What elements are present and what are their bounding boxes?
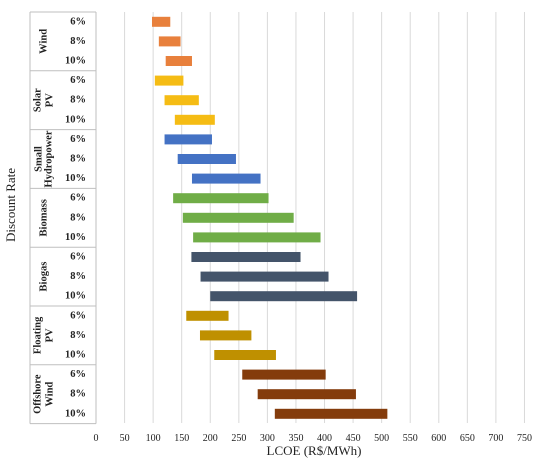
x-tick-label: 0: [94, 433, 99, 444]
lcoe-bar: [210, 291, 358, 302]
group-label: Wind: [39, 29, 50, 54]
lcoe-bar: [257, 389, 356, 400]
rate-label: 10%: [65, 56, 86, 67]
lcoe-bar: [158, 36, 181, 47]
group-label: Hydropower: [44, 130, 55, 187]
rate-label: 10%: [65, 350, 86, 361]
group-label: Small: [34, 146, 45, 172]
rate-label: 6%: [70, 75, 86, 86]
x-tick-label: 350: [288, 433, 303, 444]
lcoe-bar: [200, 271, 329, 282]
x-axis-title: LCOE (R$/MWh): [267, 443, 362, 458]
x-tick-label: 500: [374, 433, 389, 444]
lcoe-bar: [193, 232, 321, 243]
grid-lines: [95, 12, 525, 423]
lcoe-bar: [154, 75, 184, 86]
rate-label: 10%: [65, 232, 86, 243]
category-frame: [29, 11, 97, 425]
x-tick-label: 750: [517, 433, 532, 444]
x-tick-label: 150: [174, 433, 189, 444]
lcoe-bar: [164, 95, 199, 106]
lcoe-bar: [199, 330, 252, 341]
lcoe-bar: [182, 212, 294, 223]
group-label: Floating: [33, 316, 44, 354]
group-label: Wind: [45, 382, 56, 407]
x-tick-label: 400: [317, 433, 332, 444]
rate-label: 6%: [70, 252, 86, 263]
rate-label: 10%: [65, 291, 86, 302]
x-tick-labels: 0 50 100 150 200 250 300 350 400 450 500 550 600 650 7…: [94, 433, 532, 444]
rate-label: 6%: [70, 193, 86, 204]
x-tick-label: 50: [120, 433, 130, 444]
lcoe-bar: [173, 193, 269, 204]
rate-label: 10%: [65, 114, 86, 125]
x-tick-label: 250: [231, 433, 246, 444]
rate-label: 8%: [70, 212, 86, 223]
group-label: Solar: [33, 88, 44, 112]
rate-label: 8%: [70, 95, 86, 106]
rate-label: 8%: [70, 389, 86, 400]
rate-label: 10%: [65, 408, 86, 419]
y-axis-title: Discount Rate: [3, 168, 18, 242]
lcoe-bar: [186, 310, 229, 321]
lcoe-bar: [164, 134, 212, 145]
lcoe-bar: [177, 154, 236, 164]
x-tick-label: 650: [460, 433, 475, 444]
lcoe-bar: [191, 173, 261, 184]
x-tick-label: 300: [260, 433, 275, 444]
lcoe-bar: [242, 369, 326, 380]
group-label: Biomass: [39, 199, 50, 236]
x-tick-label: 600: [431, 433, 446, 444]
lcoe-bar: [191, 252, 301, 262]
x-tick-label: 100: [146, 433, 161, 444]
group-label: PV: [45, 93, 56, 107]
lcoe-bar: [274, 408, 388, 419]
rate-label: 6%: [70, 16, 86, 27]
group-label: Offshore: [33, 374, 44, 414]
x-tick-label: 700: [488, 433, 503, 444]
group-label: PV: [45, 328, 56, 342]
x-tick-label: 200: [203, 433, 218, 444]
lcoe-bar: [151, 16, 171, 27]
bars: [151, 16, 388, 419]
lcoe-bar: [174, 114, 215, 125]
rate-label: 6%: [70, 369, 86, 380]
rate-label: 8%: [70, 330, 86, 341]
rate-label: 8%: [70, 36, 86, 47]
rate-label: 8%: [70, 271, 86, 282]
rate-label: 6%: [70, 134, 86, 145]
rate-label: 10%: [65, 173, 86, 184]
x-tick-label: 450: [346, 433, 361, 444]
group-label: Biogas: [39, 262, 50, 292]
lcoe-bar: [165, 56, 192, 66]
x-tick-label: 550: [403, 433, 418, 444]
rate-label: 8%: [70, 154, 86, 165]
rate-label: 6%: [70, 310, 86, 321]
lcoe-bar: [214, 350, 276, 360]
